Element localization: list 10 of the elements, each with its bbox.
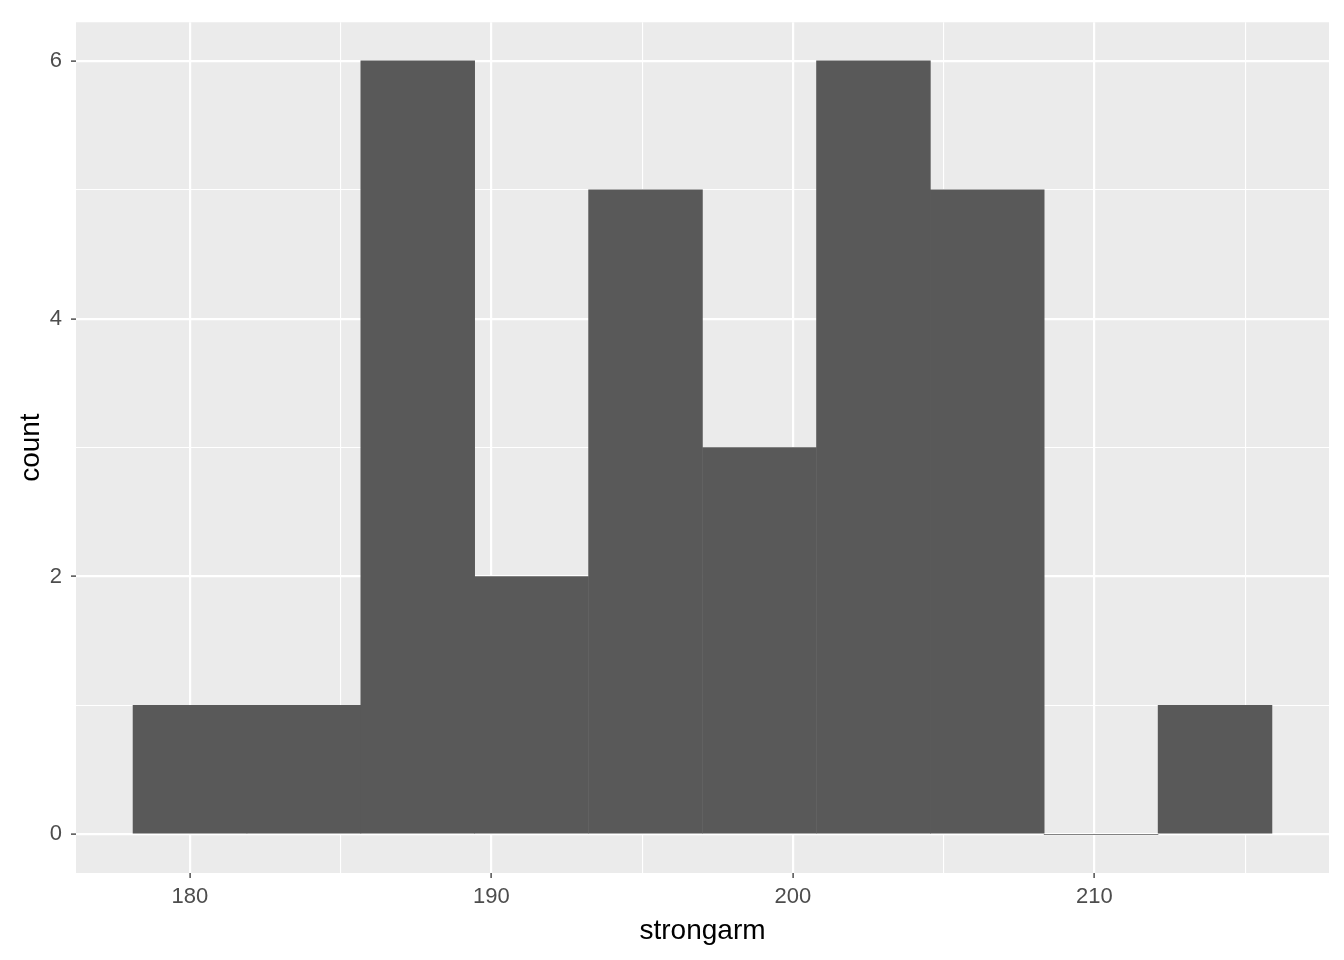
y-axis-title: count [13,413,45,482]
x-tick-label: 210 [1076,883,1113,909]
x-tick-label: 190 [473,883,510,909]
y-tick-label: 0 [49,820,62,846]
x-tick-label: 180 [171,883,209,909]
y-tick-label: 2 [49,562,62,588]
y-tick-label: 6 [49,46,62,72]
y-tick-label: 4 [49,304,62,330]
x-tick-label: 200 [774,883,812,909]
x-axis-title: strongarm [639,913,766,945]
